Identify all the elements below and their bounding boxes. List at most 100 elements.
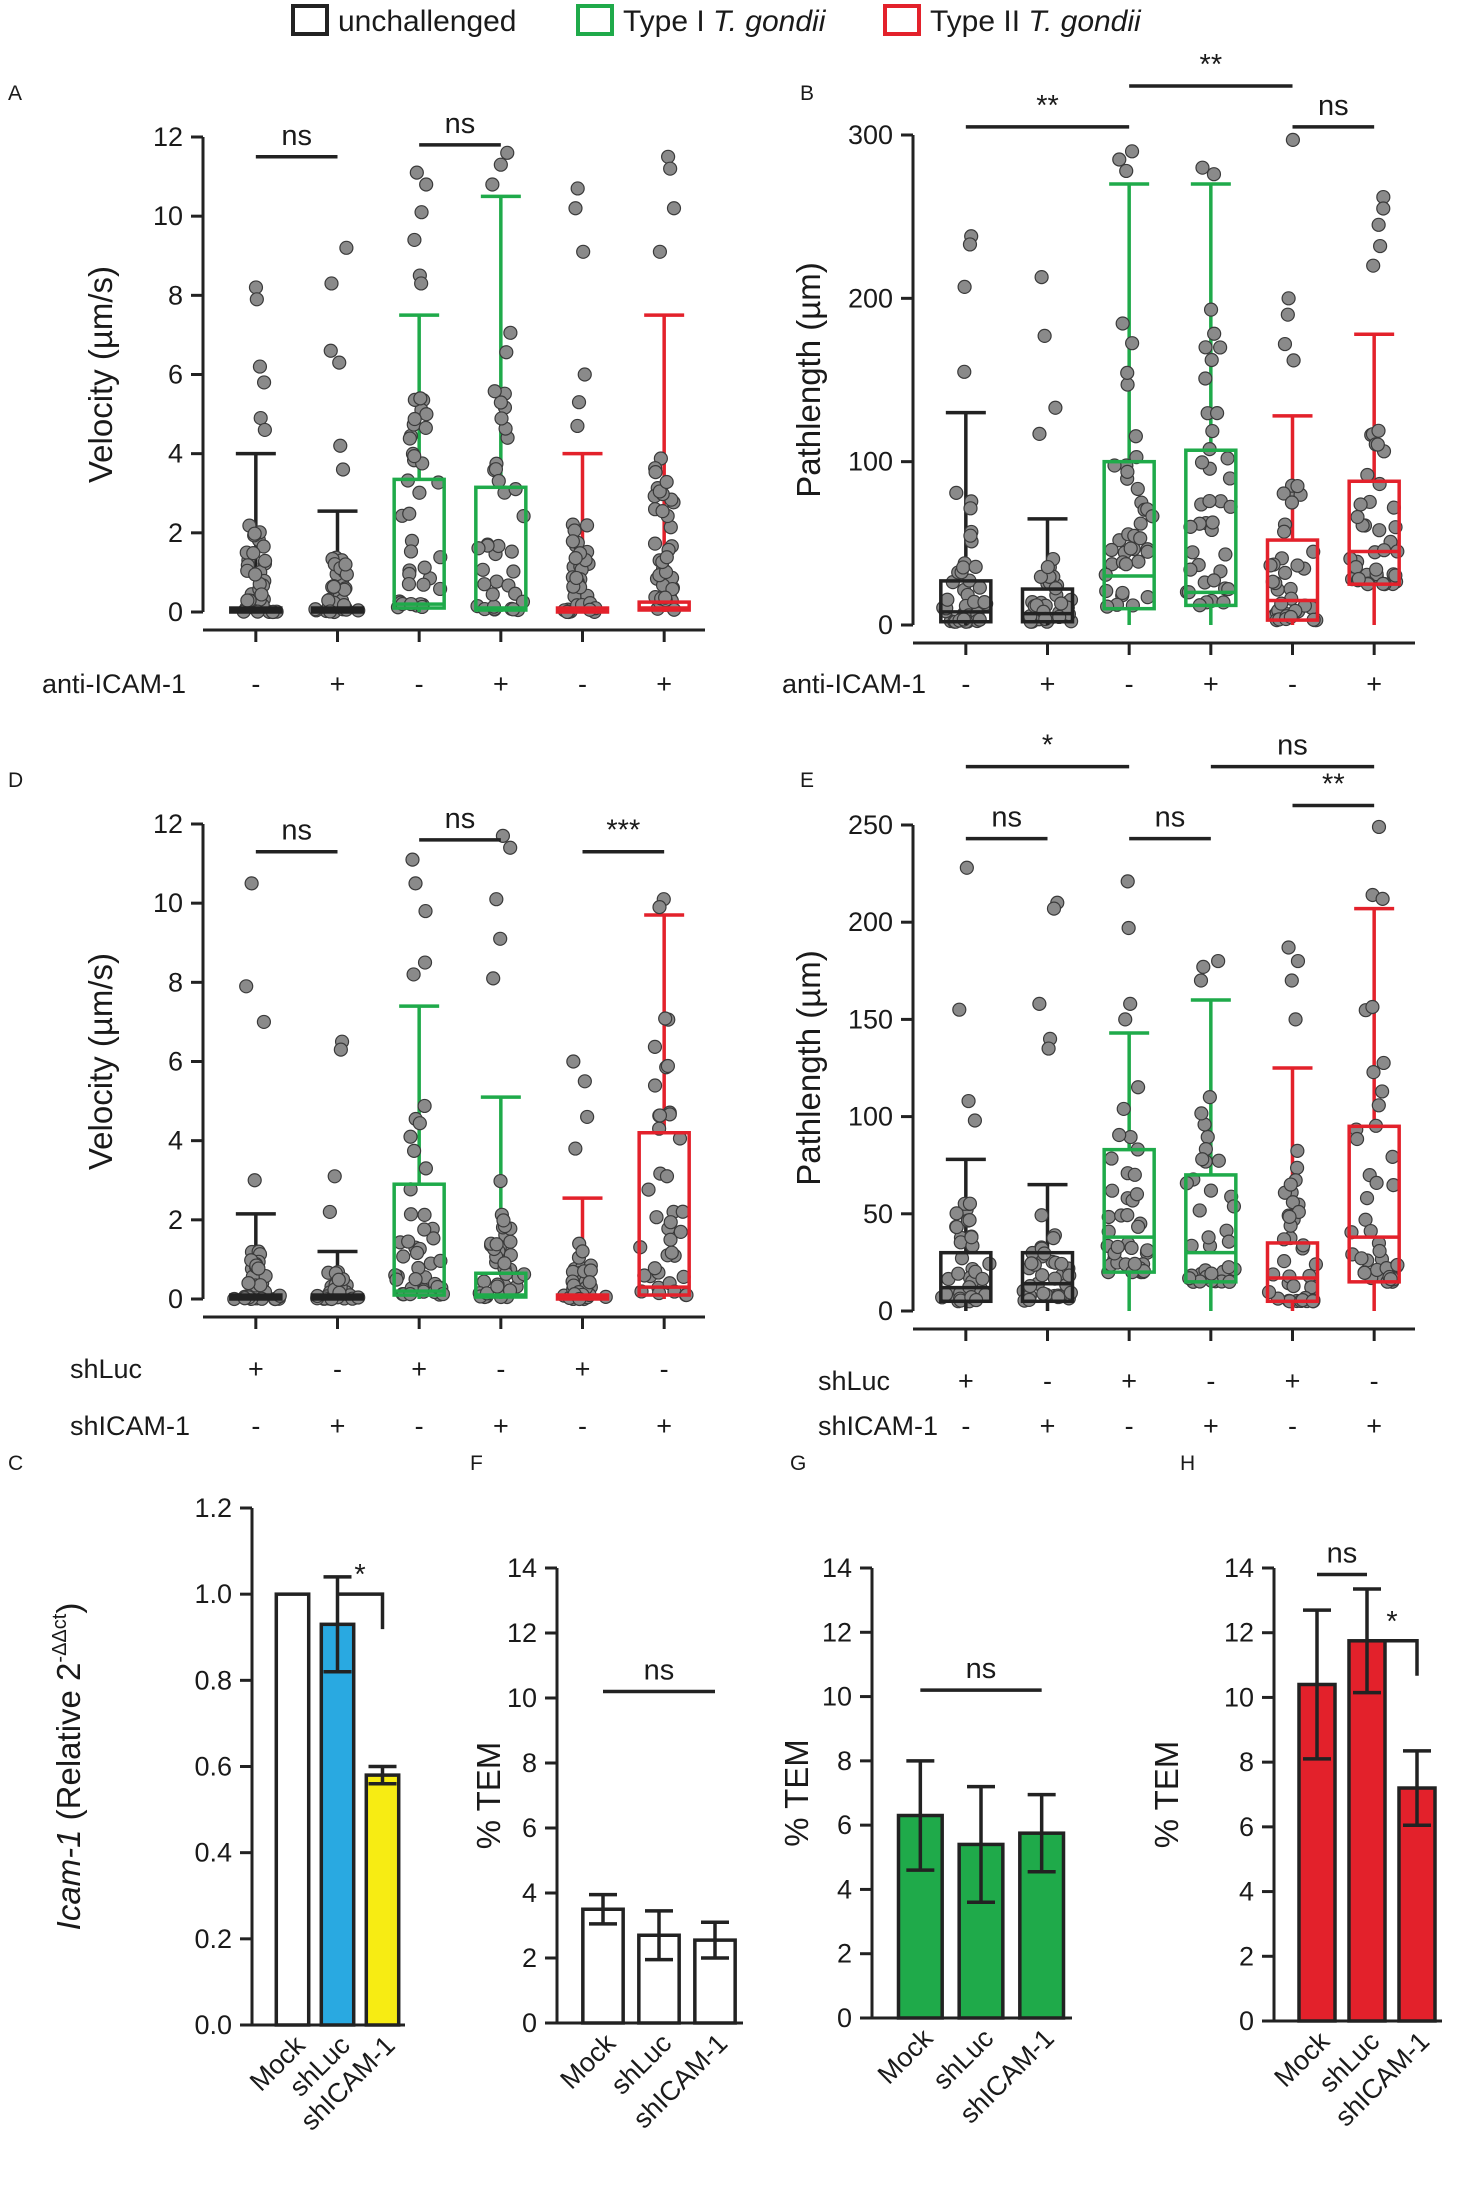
bar-group: Mock bbox=[244, 1592, 311, 2097]
condition-value: - bbox=[660, 1354, 669, 1384]
bar bbox=[581, 1907, 625, 2025]
data-point bbox=[1284, 973, 1299, 988]
data-point bbox=[565, 534, 580, 549]
y-tick-label: 4 bbox=[168, 439, 183, 469]
significance-label: ns bbox=[644, 1655, 675, 1687]
data-point bbox=[417, 1098, 432, 1114]
data-point bbox=[1133, 516, 1148, 531]
data-point bbox=[1034, 270, 1049, 285]
data-point bbox=[647, 1261, 662, 1276]
significance-bar: * bbox=[1367, 1606, 1419, 1676]
data-point bbox=[1205, 423, 1220, 439]
data-point bbox=[1032, 426, 1047, 441]
data-point bbox=[659, 1169, 675, 1184]
data-point bbox=[1194, 1106, 1209, 1121]
data-point bbox=[1104, 1183, 1120, 1198]
data-point bbox=[332, 355, 347, 370]
data-point bbox=[1200, 1129, 1215, 1145]
significance-bar: * bbox=[965, 730, 1130, 769]
data-point bbox=[1221, 1260, 1236, 1275]
data-point bbox=[951, 1266, 966, 1281]
data-point bbox=[1211, 1153, 1226, 1168]
data-point bbox=[1037, 328, 1052, 343]
data-point bbox=[257, 422, 272, 438]
legend-label-text: Type II bbox=[930, 5, 1028, 38]
data-point bbox=[489, 1237, 504, 1252]
panel-letter: G bbox=[790, 1452, 806, 1475]
significance-label: ** bbox=[1036, 90, 1059, 122]
data-point bbox=[1123, 541, 1138, 556]
data-point bbox=[406, 1143, 422, 1158]
data-point bbox=[972, 612, 987, 627]
data-point bbox=[963, 528, 978, 543]
data-point bbox=[406, 967, 421, 982]
significance-label: * bbox=[354, 1559, 365, 1591]
data-point bbox=[1371, 217, 1386, 232]
data-point bbox=[1283, 1177, 1298, 1192]
data-point bbox=[1129, 1187, 1145, 1202]
data-point bbox=[475, 562, 490, 577]
y-tick-label: 150 bbox=[848, 1004, 893, 1034]
y-tick-label: 300 bbox=[848, 120, 893, 150]
data-point bbox=[1221, 1234, 1237, 1249]
data-point bbox=[239, 979, 254, 994]
data-point bbox=[1290, 478, 1305, 494]
data-point bbox=[256, 1014, 272, 1030]
data-point bbox=[407, 411, 422, 427]
data-point bbox=[503, 325, 518, 340]
data-point bbox=[1120, 874, 1135, 889]
significance-label: ns bbox=[966, 1653, 997, 1685]
condition-value: - bbox=[1043, 1366, 1052, 1396]
data-point bbox=[246, 546, 261, 561]
data-point bbox=[1119, 163, 1134, 179]
data-point bbox=[1193, 973, 1209, 988]
data-point bbox=[1348, 560, 1364, 575]
data-point bbox=[1127, 1167, 1142, 1182]
box-group bbox=[637, 149, 691, 617]
data-point bbox=[1125, 336, 1140, 351]
data-point bbox=[658, 1011, 673, 1026]
box bbox=[1265, 1241, 1320, 1304]
data-point bbox=[1211, 953, 1226, 969]
data-point bbox=[418, 903, 433, 919]
y-tick-label: 6 bbox=[522, 1813, 537, 1843]
data-point bbox=[956, 612, 971, 627]
data-point bbox=[949, 485, 964, 500]
data-point bbox=[673, 1224, 688, 1240]
data-point bbox=[485, 177, 500, 192]
y-tick-label: 0 bbox=[522, 2008, 537, 2038]
condition-value: - bbox=[1125, 1411, 1134, 1441]
bar bbox=[319, 1622, 356, 2027]
data-point bbox=[248, 567, 263, 582]
legend-label: Type I T. gondii bbox=[623, 5, 827, 38]
data-point bbox=[663, 161, 678, 176]
data-point bbox=[1140, 590, 1155, 605]
data-point bbox=[1120, 365, 1135, 380]
data-point bbox=[256, 539, 271, 554]
data-point bbox=[962, 1213, 977, 1228]
data-point bbox=[417, 955, 433, 970]
data-point bbox=[416, 577, 431, 592]
data-point bbox=[1369, 562, 1384, 577]
legend: unchallenged Type I T. gondii Type II T. g… bbox=[291, 4, 1142, 38]
data-point bbox=[1284, 495, 1300, 510]
significance-label: ** bbox=[1322, 769, 1345, 801]
data-point bbox=[949, 1206, 964, 1221]
data-point bbox=[1366, 1065, 1381, 1080]
data-point bbox=[1048, 400, 1063, 415]
significance-bar: ns bbox=[255, 120, 338, 159]
data-point bbox=[516, 508, 531, 524]
data-point bbox=[952, 1002, 967, 1017]
data-point bbox=[240, 593, 255, 608]
data-point bbox=[1023, 1279, 1038, 1294]
legend-swatch bbox=[576, 4, 614, 36]
panel-b: B 0 100 200 300 Pathlength (µm) ** ** ns anti-ICA… bbox=[782, 49, 1415, 699]
data-point bbox=[1366, 258, 1381, 273]
data-point bbox=[419, 177, 434, 192]
data-point bbox=[1290, 953, 1306, 969]
significance-label: ns bbox=[1155, 802, 1186, 834]
data-point bbox=[1371, 1098, 1386, 1113]
box-group bbox=[555, 1054, 613, 1307]
